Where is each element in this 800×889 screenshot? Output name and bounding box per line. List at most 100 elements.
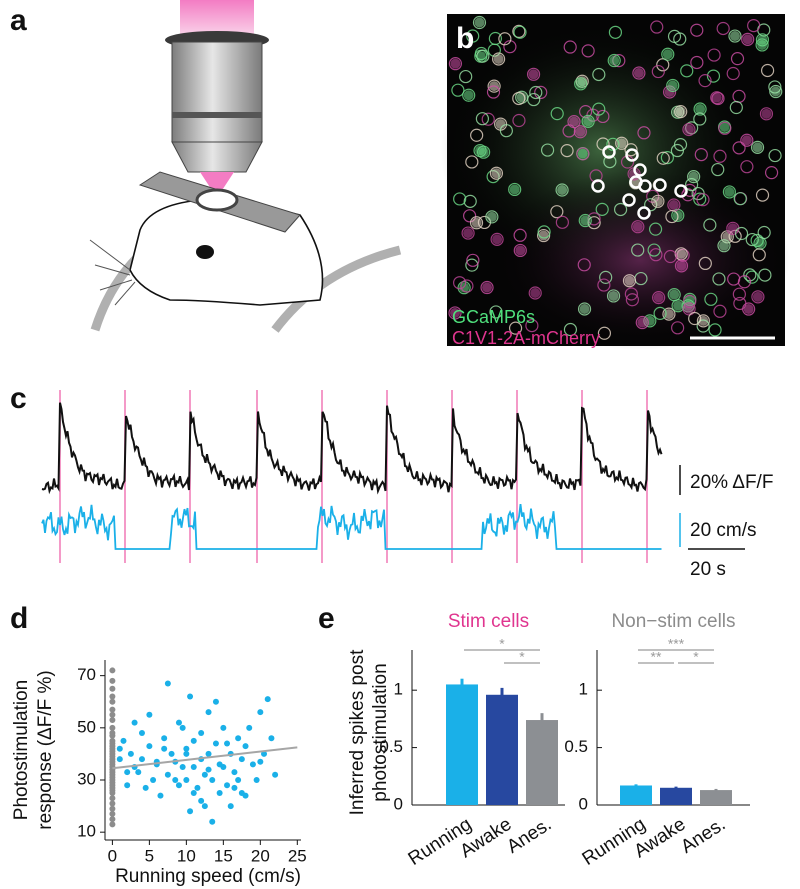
y-axis-label: Photostimulation [11, 680, 32, 820]
point [216, 790, 223, 797]
cell [752, 291, 763, 302]
cell-ring [466, 29, 480, 43]
cell-ring [757, 225, 771, 240]
cell-ring [463, 209, 477, 223]
cell [471, 217, 482, 228]
cell-ring [696, 314, 710, 328]
point [190, 790, 197, 797]
cell-ring [694, 147, 708, 162]
point [146, 743, 153, 750]
chart-title: Non−stim cells [611, 611, 735, 632]
cell-ring [465, 155, 479, 169]
point [201, 771, 208, 778]
cell-ring [574, 77, 588, 91]
bar [446, 684, 478, 805]
point [109, 732, 116, 739]
x-tick-label: 0 [108, 846, 117, 865]
cell-ring [540, 143, 555, 157]
y-axis-label: Inferred spikes post [347, 649, 368, 816]
cell-ring [631, 243, 645, 257]
cell-ring [463, 194, 477, 208]
cell-ring [592, 102, 606, 116]
point [175, 719, 182, 726]
point [205, 750, 212, 757]
cell [482, 282, 493, 293]
cell-ring [661, 47, 675, 61]
point [212, 740, 219, 747]
point [138, 756, 145, 763]
point [205, 709, 212, 716]
cell-ring [769, 84, 783, 99]
point [187, 693, 194, 700]
point [209, 777, 216, 783]
cell-ring [499, 124, 513, 138]
cell-ring [712, 272, 726, 286]
traces [41, 390, 663, 563]
cell-ring [465, 258, 479, 272]
cell [493, 53, 504, 64]
cell-ring [650, 20, 664, 34]
point [116, 756, 123, 763]
cell-ring [752, 248, 766, 262]
panel-label: b [456, 22, 474, 55]
cell [669, 289, 680, 300]
cell [474, 17, 485, 28]
cell-ring [732, 287, 746, 301]
cell-ring [741, 32, 755, 46]
cell-ring [567, 115, 581, 129]
cell-ring [685, 178, 699, 192]
point [179, 763, 186, 770]
y-axis-label: response (ΔF/F %) [35, 670, 56, 829]
x-tick-label: 25 [288, 846, 307, 865]
cell [770, 86, 781, 97]
point [272, 771, 279, 778]
bar [700, 790, 732, 805]
dff-trace [41, 402, 663, 495]
cell-ring [596, 109, 610, 124]
target-cell [602, 145, 616, 159]
bar [660, 787, 692, 805]
point [109, 706, 116, 713]
cell-ring [693, 112, 707, 126]
cell-ring [581, 44, 595, 58]
point [257, 758, 264, 765]
cell-ring [487, 43, 501, 57]
cell-ring [682, 122, 696, 137]
y-tick-label: 0.5 [564, 737, 588, 756]
cell-ring [459, 69, 473, 84]
point [249, 761, 256, 768]
point [172, 777, 179, 783]
cell-ring [555, 183, 569, 197]
cell [492, 234, 503, 245]
cell-ring [485, 210, 499, 224]
cell [509, 184, 520, 195]
microscope-image [440, 14, 790, 350]
cell-ring [651, 64, 665, 79]
cell-ring [693, 102, 707, 116]
cell-ring [527, 92, 541, 107]
cell [495, 119, 506, 130]
cell-ring [750, 140, 765, 154]
point [109, 698, 116, 705]
cell-ring [492, 52, 506, 66]
y-tick-label: 30 [77, 769, 96, 788]
point [183, 777, 190, 783]
cell-ring [597, 326, 612, 340]
cell [575, 126, 586, 137]
cell-ring [476, 49, 490, 63]
point [131, 719, 138, 726]
point [164, 771, 171, 778]
x-axis-label: Running speed (cm/s) [115, 866, 301, 887]
cell-ring [652, 291, 666, 305]
cell-ring [560, 144, 574, 158]
cell-ring [637, 126, 651, 140]
cell-ring [717, 239, 731, 253]
cell [580, 215, 591, 226]
cell-ring [651, 194, 665, 208]
cell [459, 282, 470, 293]
cell-ring [606, 137, 620, 151]
cell-ring [750, 233, 764, 248]
cell-ring [453, 276, 467, 290]
point [142, 784, 149, 791]
point [124, 769, 131, 776]
